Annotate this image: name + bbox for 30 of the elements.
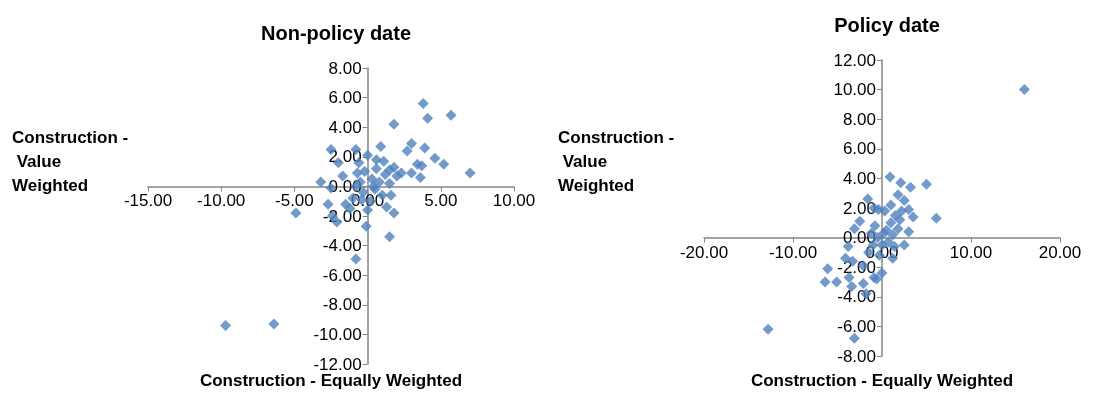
- x-tick-label: -10.00: [197, 191, 246, 211]
- x-tick-label: 10.00: [492, 191, 536, 211]
- y-tick-label: -6.00: [837, 316, 876, 336]
- y-tick-label: 10.00: [833, 80, 876, 100]
- y-tick-label: 2.00: [842, 198, 876, 218]
- x-tick-label: 0.00: [865, 242, 899, 262]
- y-tick-label: 12.00: [833, 50, 876, 70]
- y-tick-label: 2.00: [328, 147, 362, 167]
- y-tick-label: -8.00: [322, 295, 362, 315]
- y-tick-label: 8.00: [842, 109, 876, 129]
- x-tick-label: -20.00: [679, 242, 729, 262]
- y-tick-label: 4.00: [328, 117, 362, 137]
- y-tick-label: -10.00: [313, 324, 362, 344]
- x-tick-label: 5.00: [424, 191, 458, 211]
- chart-title: Non-policy date: [260, 22, 412, 44]
- y-tick-label: -4.00: [837, 287, 876, 307]
- y-tick-label: 8.00: [328, 58, 362, 78]
- y-tick-label: 4.00: [842, 168, 876, 188]
- x-axis-title: Construction - Equally Weighted: [750, 370, 1014, 390]
- x-tick-label: 10.00: [949, 242, 993, 262]
- y-tick-label: 6.00: [328, 88, 362, 108]
- y-tick-label: 6.00: [842, 139, 876, 159]
- x-tick-label: 20.00: [1038, 242, 1082, 262]
- y-axis-title: Construction - Value Weighted: [558, 127, 675, 195]
- chart-title: Policy date: [834, 14, 940, 36]
- y-tick-label: -6.00: [322, 265, 362, 285]
- y-tick-label: -8.00: [837, 346, 876, 366]
- x-tick-label: -5.00: [275, 191, 314, 211]
- y-tick-label: -4.00: [322, 236, 362, 256]
- x-tick-label: -10.00: [768, 242, 818, 262]
